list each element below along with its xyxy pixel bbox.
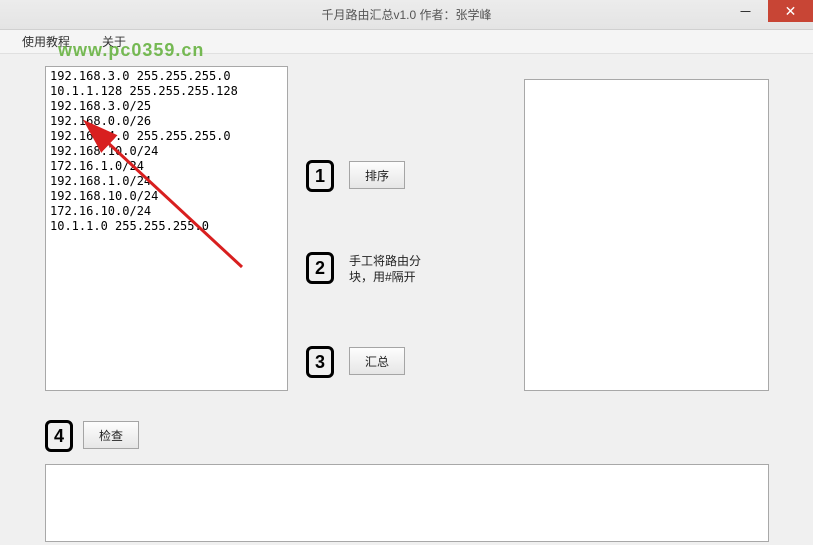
menu-about[interactable]: 关于 [102,33,126,50]
window-title: 千月路由汇总v1.0 作者：张学峰 [321,6,491,23]
menubar: 使用教程 关于 [0,30,813,54]
titlebar: 千月路由汇总v1.0 作者：张学峰 — ✕ [0,0,813,30]
menu-tutorial[interactable]: 使用教程 [22,33,70,50]
window-controls: — ✕ [723,0,813,29]
check-button[interactable]: 检查 [83,421,139,449]
step-1-label: 1 [306,160,334,192]
step-4-label: 4 [45,420,73,452]
output-routes-textarea[interactable] [524,79,769,391]
step-2-label: 2 [306,252,334,284]
input-routes-textarea[interactable] [45,66,288,391]
step-3-label: 3 [306,346,334,378]
close-button[interactable]: ✕ [768,0,813,22]
sort-button[interactable]: 排序 [349,161,405,189]
check-output-textarea[interactable] [45,464,769,542]
minimize-button[interactable]: — [723,0,768,22]
summarize-button[interactable]: 汇总 [349,347,405,375]
step-2-hint: 手工将路由分块，用#隔开 [349,253,434,285]
content-area: www.pc0359.cn 1 2 3 4 排序 汇总 检查 手工将路由分块，用… [0,54,813,545]
